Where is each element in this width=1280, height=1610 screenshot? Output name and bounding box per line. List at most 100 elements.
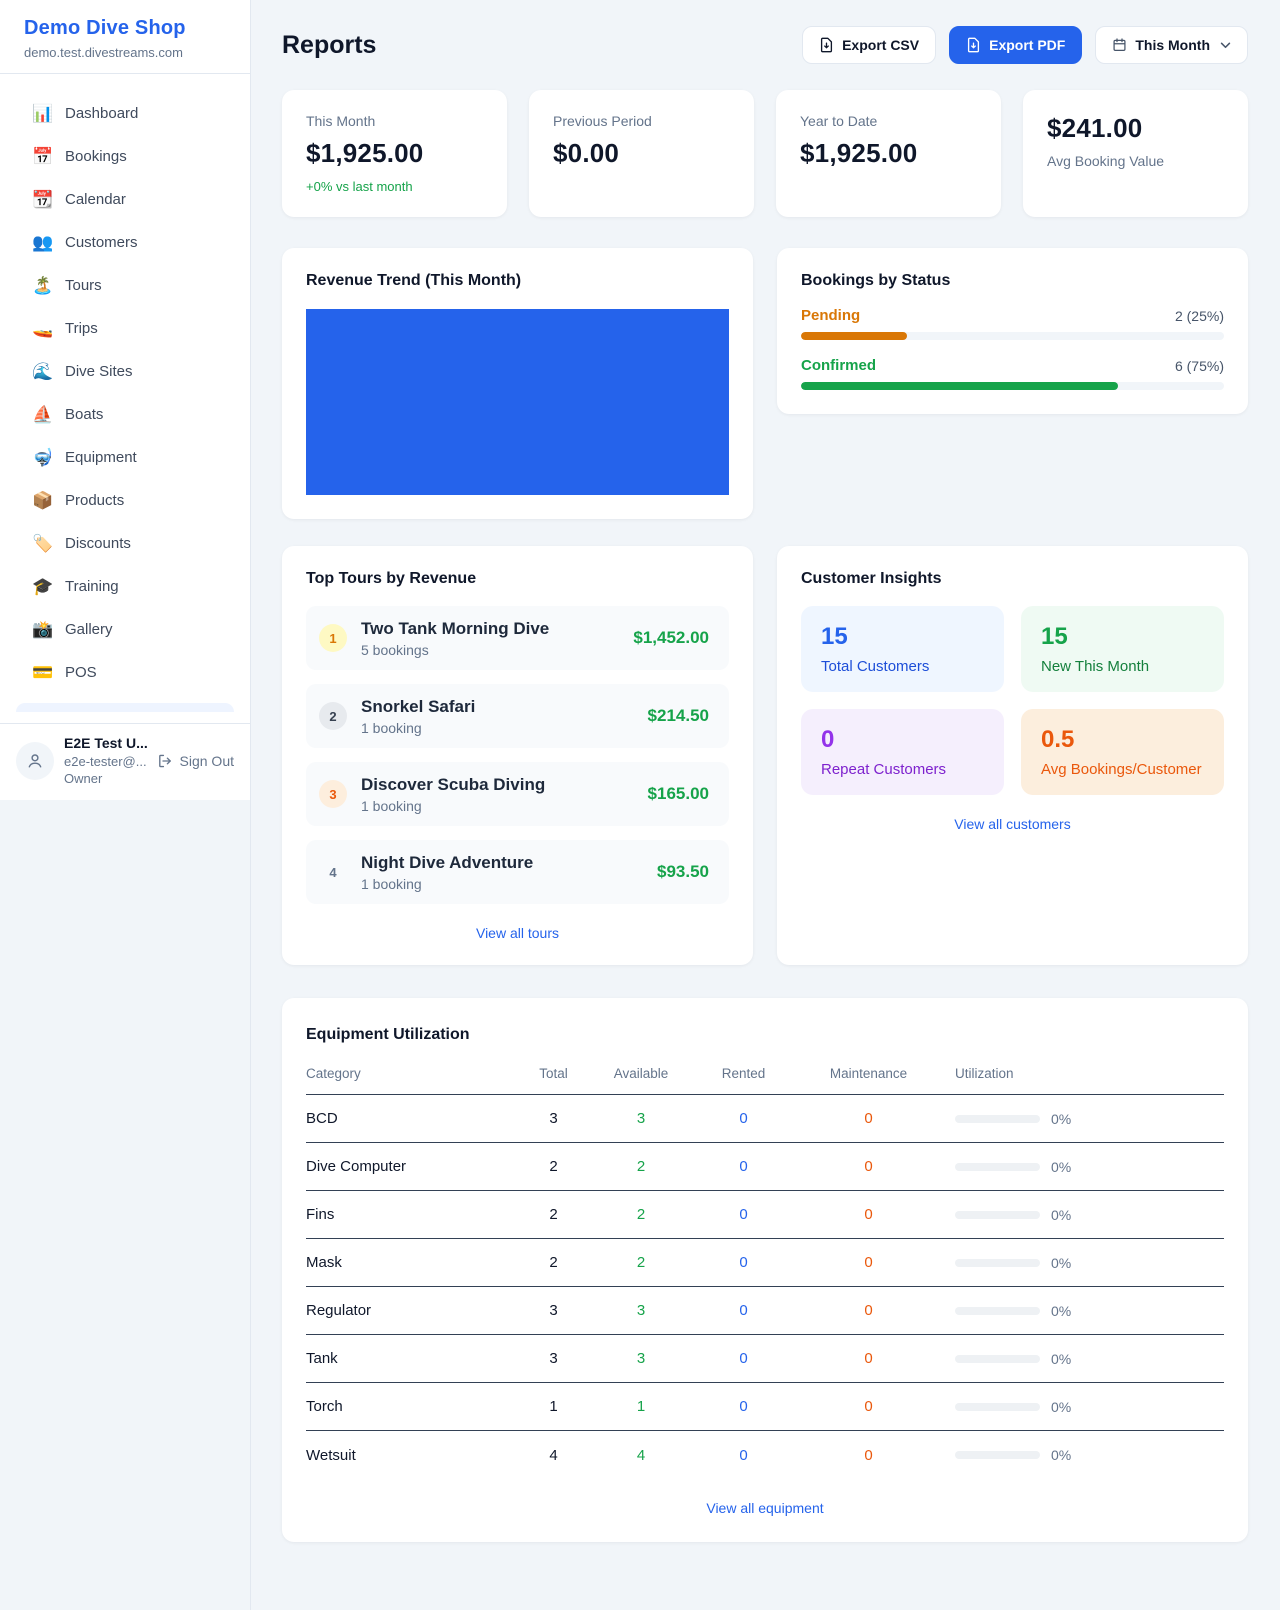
equipment-table-header: Category Total Available Rented Maintena… bbox=[306, 1066, 1224, 1095]
sidebar-item-label: Calendar bbox=[65, 191, 126, 208]
utilization-pct: 0% bbox=[1051, 1350, 1072, 1367]
cell-total: 2 bbox=[549, 1206, 558, 1223]
utilization-bar bbox=[955, 1402, 1040, 1411]
sidebar-item-gallery[interactable]: 📸 Gallery bbox=[10, 608, 240, 651]
cell-rented: 0 bbox=[739, 1158, 748, 1175]
sidebar-item-customers[interactable]: 👥 Customers bbox=[10, 221, 240, 264]
file-download-icon bbox=[968, 37, 980, 53]
rank-badge: 4 bbox=[329, 864, 337, 880]
sidebar-item-label: Training bbox=[65, 578, 119, 595]
utilization-pct: 0% bbox=[1051, 1110, 1072, 1127]
cell-category: Tank bbox=[306, 1350, 338, 1367]
sidebar-item-dashboard[interactable]: 📊 Dashboard bbox=[10, 92, 240, 135]
cell-total: 3 bbox=[549, 1350, 558, 1367]
sidebar-rail bbox=[0, 0, 251, 1610]
cell-category: Dive Computer bbox=[306, 1158, 407, 1175]
cell-total: 2 bbox=[549, 1158, 558, 1175]
wave-icon: 🌊 bbox=[32, 362, 54, 381]
table-row: Fins 2 2 0 0 0% bbox=[306, 1191, 1224, 1239]
stat-card-previous-period: Previous Period $0.00 bbox=[529, 90, 754, 217]
header-actions: Export CSV Export PDF This Month bbox=[802, 26, 1248, 64]
export-pdf-button[interactable]: Export PDF bbox=[949, 26, 1083, 64]
table-row: Wetsuit 4 4 0 0 0% bbox=[306, 1431, 1224, 1479]
view-all-equipment-link[interactable]: View all equipment bbox=[706, 1500, 824, 1516]
mid-row: Top Tours by Revenue 1 Two Tank Morning … bbox=[282, 546, 1248, 965]
top-tours-title: Top Tours by Revenue bbox=[306, 570, 477, 587]
status-count: 2 (25%) bbox=[1174, 307, 1224, 324]
chevron-down-icon bbox=[1220, 42, 1231, 48]
sign-out-button[interactable]: Sign Out bbox=[157, 753, 234, 769]
sidebar-item-pos[interactable]: 💳 POS bbox=[10, 651, 240, 694]
sidebar-item-trips[interactable]: 🚤 Trips bbox=[10, 307, 240, 350]
column-header-available: Available bbox=[613, 1066, 669, 1081]
cell-utilization: 0% bbox=[931, 1255, 1224, 1271]
cell-total: 4 bbox=[549, 1446, 558, 1464]
export-csv-label: Export CSV bbox=[842, 37, 920, 53]
status-label: Confirmed bbox=[801, 357, 876, 374]
status-row-confirmed: Confirmed 6 (75%) bbox=[801, 357, 1224, 390]
view-all-customers-link[interactable]: View all customers bbox=[954, 816, 1071, 832]
sidebar-item-reports-partial[interactable] bbox=[16, 703, 234, 712]
table-row: Dive Computer 2 2 0 0 0% bbox=[306, 1143, 1224, 1191]
equipment-utilization-title: Equipment Utilization bbox=[306, 1026, 470, 1043]
status-bar-fill bbox=[801, 382, 1119, 390]
cell-total: 3 bbox=[549, 1110, 558, 1127]
stat-value: $0.00 bbox=[553, 138, 620, 168]
cell-maintenance: 0 bbox=[864, 1398, 873, 1415]
sidebar-item-tours[interactable]: 🏝️ Tours bbox=[10, 264, 240, 307]
tile-label: Total Customers bbox=[821, 658, 930, 675]
tile-value: 15 bbox=[1041, 623, 1068, 650]
tour-list: 1 Two Tank Morning Dive 5 bookings $1,452… bbox=[306, 606, 729, 904]
table-row: Regulator 3 3 0 0 0% bbox=[306, 1287, 1224, 1335]
utilization-pct: 0% bbox=[1051, 1158, 1072, 1175]
status-bar-track bbox=[801, 382, 1224, 390]
page-title: Reports bbox=[282, 30, 377, 59]
sidebar-item-calendar[interactable]: 📆 Calendar bbox=[10, 178, 240, 221]
cell-rented: 0 bbox=[739, 1254, 748, 1271]
rank-badge: 2 bbox=[319, 702, 347, 730]
cell-utilization: 0% bbox=[931, 1303, 1224, 1319]
sidebar-item-discounts[interactable]: 🏷️ Discounts bbox=[10, 522, 240, 565]
utilization-bar bbox=[955, 1162, 1040, 1171]
cell-available: 4 bbox=[636, 1446, 646, 1464]
status-label: Pending bbox=[801, 307, 861, 324]
sidebar-item-label: Customers bbox=[65, 234, 138, 251]
stat-label: Avg Booking Value bbox=[1047, 153, 1165, 169]
tour-row: 1 Two Tank Morning Dive 5 bookings $1,452… bbox=[306, 606, 729, 670]
cell-maintenance: 0 bbox=[864, 1446, 873, 1464]
equipment-utilization-card: Equipment Utilization Category Total Ava… bbox=[282, 998, 1248, 1542]
stat-value: $1,925.00 bbox=[306, 138, 424, 168]
cell-available: 3 bbox=[636, 1350, 646, 1367]
export-csv-button[interactable]: Export CSV bbox=[802, 26, 937, 64]
sidebar-item-equipment[interactable]: 🤿 Equipment bbox=[10, 436, 240, 479]
stats-grid: This Month $1,925.00 +0% vs last month P… bbox=[282, 90, 1248, 217]
cell-category: BCD bbox=[306, 1110, 338, 1127]
tour-name: Discover Scuba Diving bbox=[361, 774, 546, 794]
cell-available: 3 bbox=[636, 1110, 646, 1127]
camera-icon: 📸 bbox=[32, 620, 54, 639]
export-pdf-label: Export PDF bbox=[989, 37, 1066, 53]
cell-utilization: 0% bbox=[931, 1351, 1224, 1367]
period-dropdown[interactable]: This Month bbox=[1095, 26, 1248, 64]
credit-card-icon: 💳 bbox=[32, 663, 54, 682]
bar-chart-icon: 📊 bbox=[32, 104, 54, 123]
sign-out-label: Sign Out bbox=[179, 753, 234, 769]
tour-amount: $1,452.00 bbox=[633, 628, 709, 647]
sidebar-item-bookings[interactable]: 📅 Bookings bbox=[10, 135, 240, 178]
sidebar-item-boats[interactable]: ⛵ Boats bbox=[10, 393, 240, 436]
user-info: E2E Test U... e2e-tester@... Owner bbox=[64, 734, 148, 788]
cell-rented: 0 bbox=[739, 1350, 748, 1367]
cell-rented: 0 bbox=[739, 1398, 748, 1415]
utilization-bar bbox=[955, 1306, 1040, 1315]
tag-icon: 🏷️ bbox=[32, 534, 54, 553]
user-name: E2E Test U... bbox=[64, 735, 148, 752]
status-row-pending: Pending 2 (25%) bbox=[801, 307, 1224, 340]
status-count: 6 (75%) bbox=[1174, 357, 1224, 374]
view-all-tours-link[interactable]: View all tours bbox=[475, 925, 559, 941]
sidebar-item-dive-sites[interactable]: 🌊 Dive Sites bbox=[10, 350, 240, 393]
tour-row: 4 Night Dive Adventure 1 booking $93.50 bbox=[306, 840, 729, 904]
cell-maintenance: 0 bbox=[864, 1350, 873, 1367]
sidebar-item-training[interactable]: 🎓 Training bbox=[10, 565, 240, 608]
sidebar-item-products[interactable]: 📦 Products bbox=[10, 479, 240, 522]
tile-value: 0 bbox=[821, 726, 835, 753]
